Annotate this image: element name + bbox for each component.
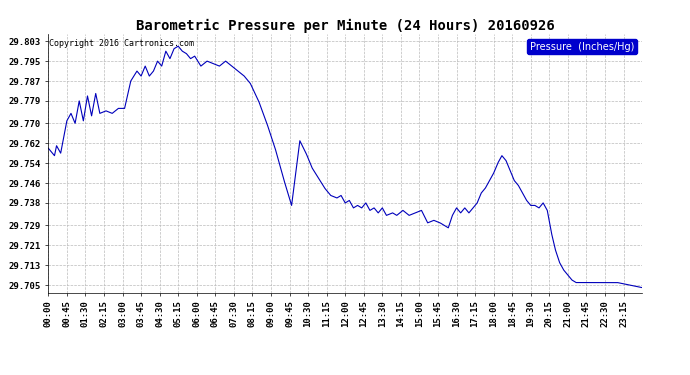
Title: Barometric Pressure per Minute (24 Hours) 20160926: Barometric Pressure per Minute (24 Hours… — [136, 18, 554, 33]
Legend: Pressure  (Inches/Hg): Pressure (Inches/Hg) — [526, 39, 637, 54]
Text: Copyright 2016 Cartronics.com: Copyright 2016 Cartronics.com — [50, 39, 195, 48]
